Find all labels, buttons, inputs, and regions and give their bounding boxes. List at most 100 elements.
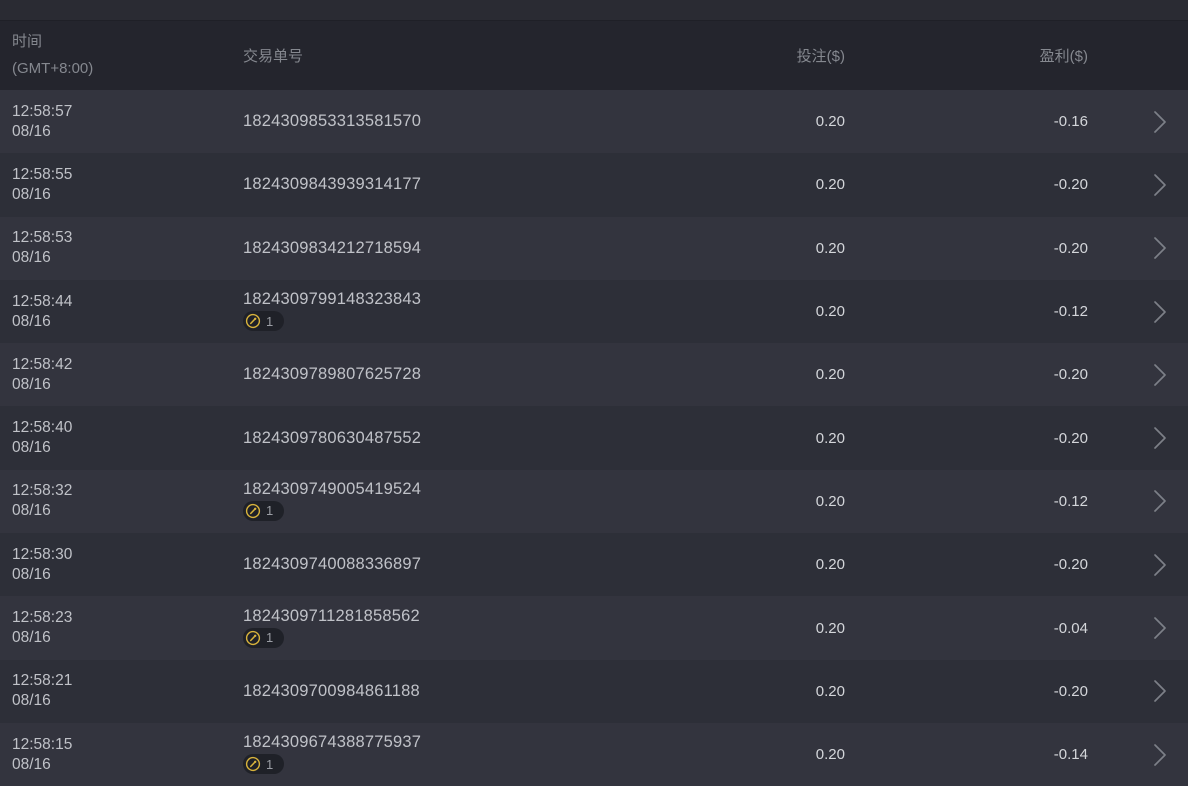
- trade-row[interactable]: 12:58:44 08/16 1824309799148323843 1: [0, 279, 1188, 344]
- chevron-right-icon[interactable]: [1150, 676, 1170, 706]
- trade-order-id: 1824309843939314177: [243, 175, 422, 194]
- trade-bet-amount: 0.20: [815, 619, 845, 637]
- trade-profit-amount: -0.14: [1053, 746, 1088, 764]
- trade-time: 12:58:44: [12, 292, 73, 310]
- trade-row[interactable]: 12:58:57 08/16 1824309853313581570 0.20 …: [0, 90, 1188, 154]
- trade-order-id: 1824309740088336897: [243, 555, 422, 574]
- trade-date: 08/16: [12, 185, 51, 203]
- trade-chevron-cell: [1088, 613, 1188, 643]
- gauge-icon: [245, 630, 261, 646]
- trade-chevron-cell: [1088, 676, 1188, 706]
- trade-order-id-cell: 1824309780630487552: [243, 428, 688, 449]
- trade-order-id-cell: 1824309700984861188: [243, 681, 688, 702]
- trade-order-id: 1824309780630487552: [243, 428, 422, 447]
- trade-date: 08/16: [12, 692, 51, 710]
- trade-time-cell: 12:58:57 08/16: [0, 102, 243, 142]
- trade-order-id-cell: 1824309843939314177: [243, 174, 688, 195]
- trade-time: 12:58:42: [12, 355, 73, 373]
- trade-bet-amount: 0.20: [815, 492, 845, 510]
- trade-order-id-cell: 1824309749005419524 1: [243, 479, 688, 524]
- trade-time: 12:58:55: [12, 165, 73, 183]
- trade-count-badge: 1: [243, 500, 285, 521]
- trade-time: 12:58:30: [12, 545, 73, 563]
- trade-time-cell: 12:58:15 08/16: [0, 735, 243, 775]
- badge-count: 1: [266, 313, 274, 329]
- trade-chevron-cell: [1088, 107, 1188, 137]
- trade-bet-amount: 0.20: [815, 176, 845, 194]
- trade-profit-amount: -0.20: [1053, 239, 1088, 257]
- trade-profit-amount: -0.16: [1053, 113, 1088, 131]
- chevron-right-icon[interactable]: [1150, 233, 1170, 263]
- trade-date: 08/16: [12, 375, 51, 393]
- column-header-profit: 盈利($): [1039, 48, 1088, 65]
- trade-order-id-cell: 1824309853313581570: [243, 111, 688, 132]
- gauge-icon: [245, 313, 261, 329]
- trade-order-id: 1824309834212718594: [243, 238, 422, 257]
- trade-time: 12:58:53: [12, 229, 73, 247]
- trade-profit-amount: -0.20: [1053, 682, 1088, 700]
- trade-profit-amount: -0.20: [1053, 366, 1088, 384]
- trade-row[interactable]: 12:58:21 08/16 1824309700984861188 0.20 …: [0, 659, 1188, 723]
- trade-date: 08/16: [12, 629, 51, 647]
- trade-time-cell: 12:58:53 08/16: [0, 228, 243, 268]
- trade-order-id: 1824309749005419524: [243, 479, 422, 498]
- chevron-right-icon[interactable]: [1150, 423, 1170, 453]
- trade-order-id-cell: 1824309711281858562 1: [243, 606, 688, 651]
- trade-date: 08/16: [12, 755, 51, 773]
- trade-row[interactable]: 12:58:15 08/16 1824309674388775937 1: [0, 722, 1188, 786]
- trade-row[interactable]: 12:58:32 08/16 1824309749005419524 1: [0, 469, 1188, 534]
- trade-time: 12:58:15: [12, 735, 73, 753]
- trade-profit-amount: -0.12: [1053, 492, 1088, 510]
- trade-time: 12:58:32: [12, 482, 73, 500]
- trade-profit-amount: -0.12: [1053, 303, 1088, 321]
- chevron-right-icon[interactable]: [1150, 740, 1170, 770]
- gauge-icon: [245, 756, 261, 772]
- trade-history-table: 时间 (GMT+8:00) 交易单号 投注($) 盈利($) 12:58:57 …: [0, 21, 1188, 786]
- trade-row[interactable]: 12:58:53 08/16 1824309834212718594 0.20 …: [0, 216, 1188, 280]
- time-header-label: 时间: [12, 33, 43, 50]
- trade-count-badge: 1: [243, 627, 285, 648]
- trade-time-cell: 12:58:32 08/16: [0, 481, 243, 521]
- chevron-right-icon[interactable]: [1150, 297, 1170, 327]
- trade-row[interactable]: 12:58:42 08/16 1824309789807625728 0.20 …: [0, 343, 1188, 407]
- trade-time-cell: 12:58:21 08/16: [0, 671, 243, 711]
- trade-row[interactable]: 12:58:40 08/16 1824309780630487552 0.20 …: [0, 406, 1188, 470]
- trade-row[interactable]: 12:58:30 08/16 1824309740088336897 0.20 …: [0, 533, 1188, 597]
- chevron-right-icon[interactable]: [1150, 360, 1170, 390]
- trade-profit-amount: -0.20: [1053, 429, 1088, 447]
- trade-time-cell: 12:58:55 08/16: [0, 165, 243, 205]
- trade-time: 12:58:21: [12, 672, 73, 690]
- trade-order-id: 1824309700984861188: [243, 681, 420, 700]
- trade-order-id-cell: 1824309799148323843 1: [243, 289, 688, 334]
- chevron-right-icon[interactable]: [1150, 550, 1170, 580]
- trade-bet-amount: 0.20: [815, 366, 845, 384]
- trade-row[interactable]: 12:58:23 08/16 1824309711281858562 1: [0, 596, 1188, 660]
- trade-count-badge: 1: [243, 311, 285, 332]
- trade-time-cell: 12:58:44 08/16: [0, 292, 243, 332]
- trade-chevron-cell: [1088, 360, 1188, 390]
- trade-date: 08/16: [12, 122, 51, 140]
- column-header-time: 时间 (GMT+8:00): [0, 32, 243, 79]
- trade-bet-amount: 0.20: [815, 113, 845, 131]
- trade-order-id: 1824309799148323843: [243, 290, 422, 309]
- badge-count: 1: [266, 503, 274, 519]
- chevron-right-icon[interactable]: [1150, 613, 1170, 643]
- trade-chevron-cell: [1088, 486, 1188, 516]
- trade-time-cell: 12:58:42 08/16: [0, 355, 243, 395]
- column-header-bet: 投注($): [796, 48, 845, 65]
- trade-chevron-cell: [1088, 233, 1188, 263]
- trade-chevron-cell: [1088, 423, 1188, 453]
- chevron-right-icon[interactable]: [1150, 486, 1170, 516]
- trade-order-id-cell: 1824309834212718594: [243, 238, 688, 259]
- trade-date: 08/16: [12, 312, 51, 330]
- trade-row[interactable]: 12:58:55 08/16 1824309843939314177 0.20 …: [0, 153, 1188, 217]
- table-body: 12:58:57 08/16 1824309853313581570 0.20 …: [0, 90, 1188, 786]
- trade-order-id-cell: 1824309674388775937 1: [243, 732, 688, 777]
- chevron-right-icon[interactable]: [1150, 107, 1170, 137]
- chevron-right-icon[interactable]: [1150, 170, 1170, 200]
- table-header-row: 时间 (GMT+8:00) 交易单号 投注($) 盈利($): [0, 21, 1188, 90]
- trade-order-id: 1824309674388775937: [243, 733, 422, 752]
- trade-bet-amount: 0.20: [815, 429, 845, 447]
- badge-count: 1: [266, 756, 274, 772]
- trade-time-cell: 12:58:23 08/16: [0, 608, 243, 648]
